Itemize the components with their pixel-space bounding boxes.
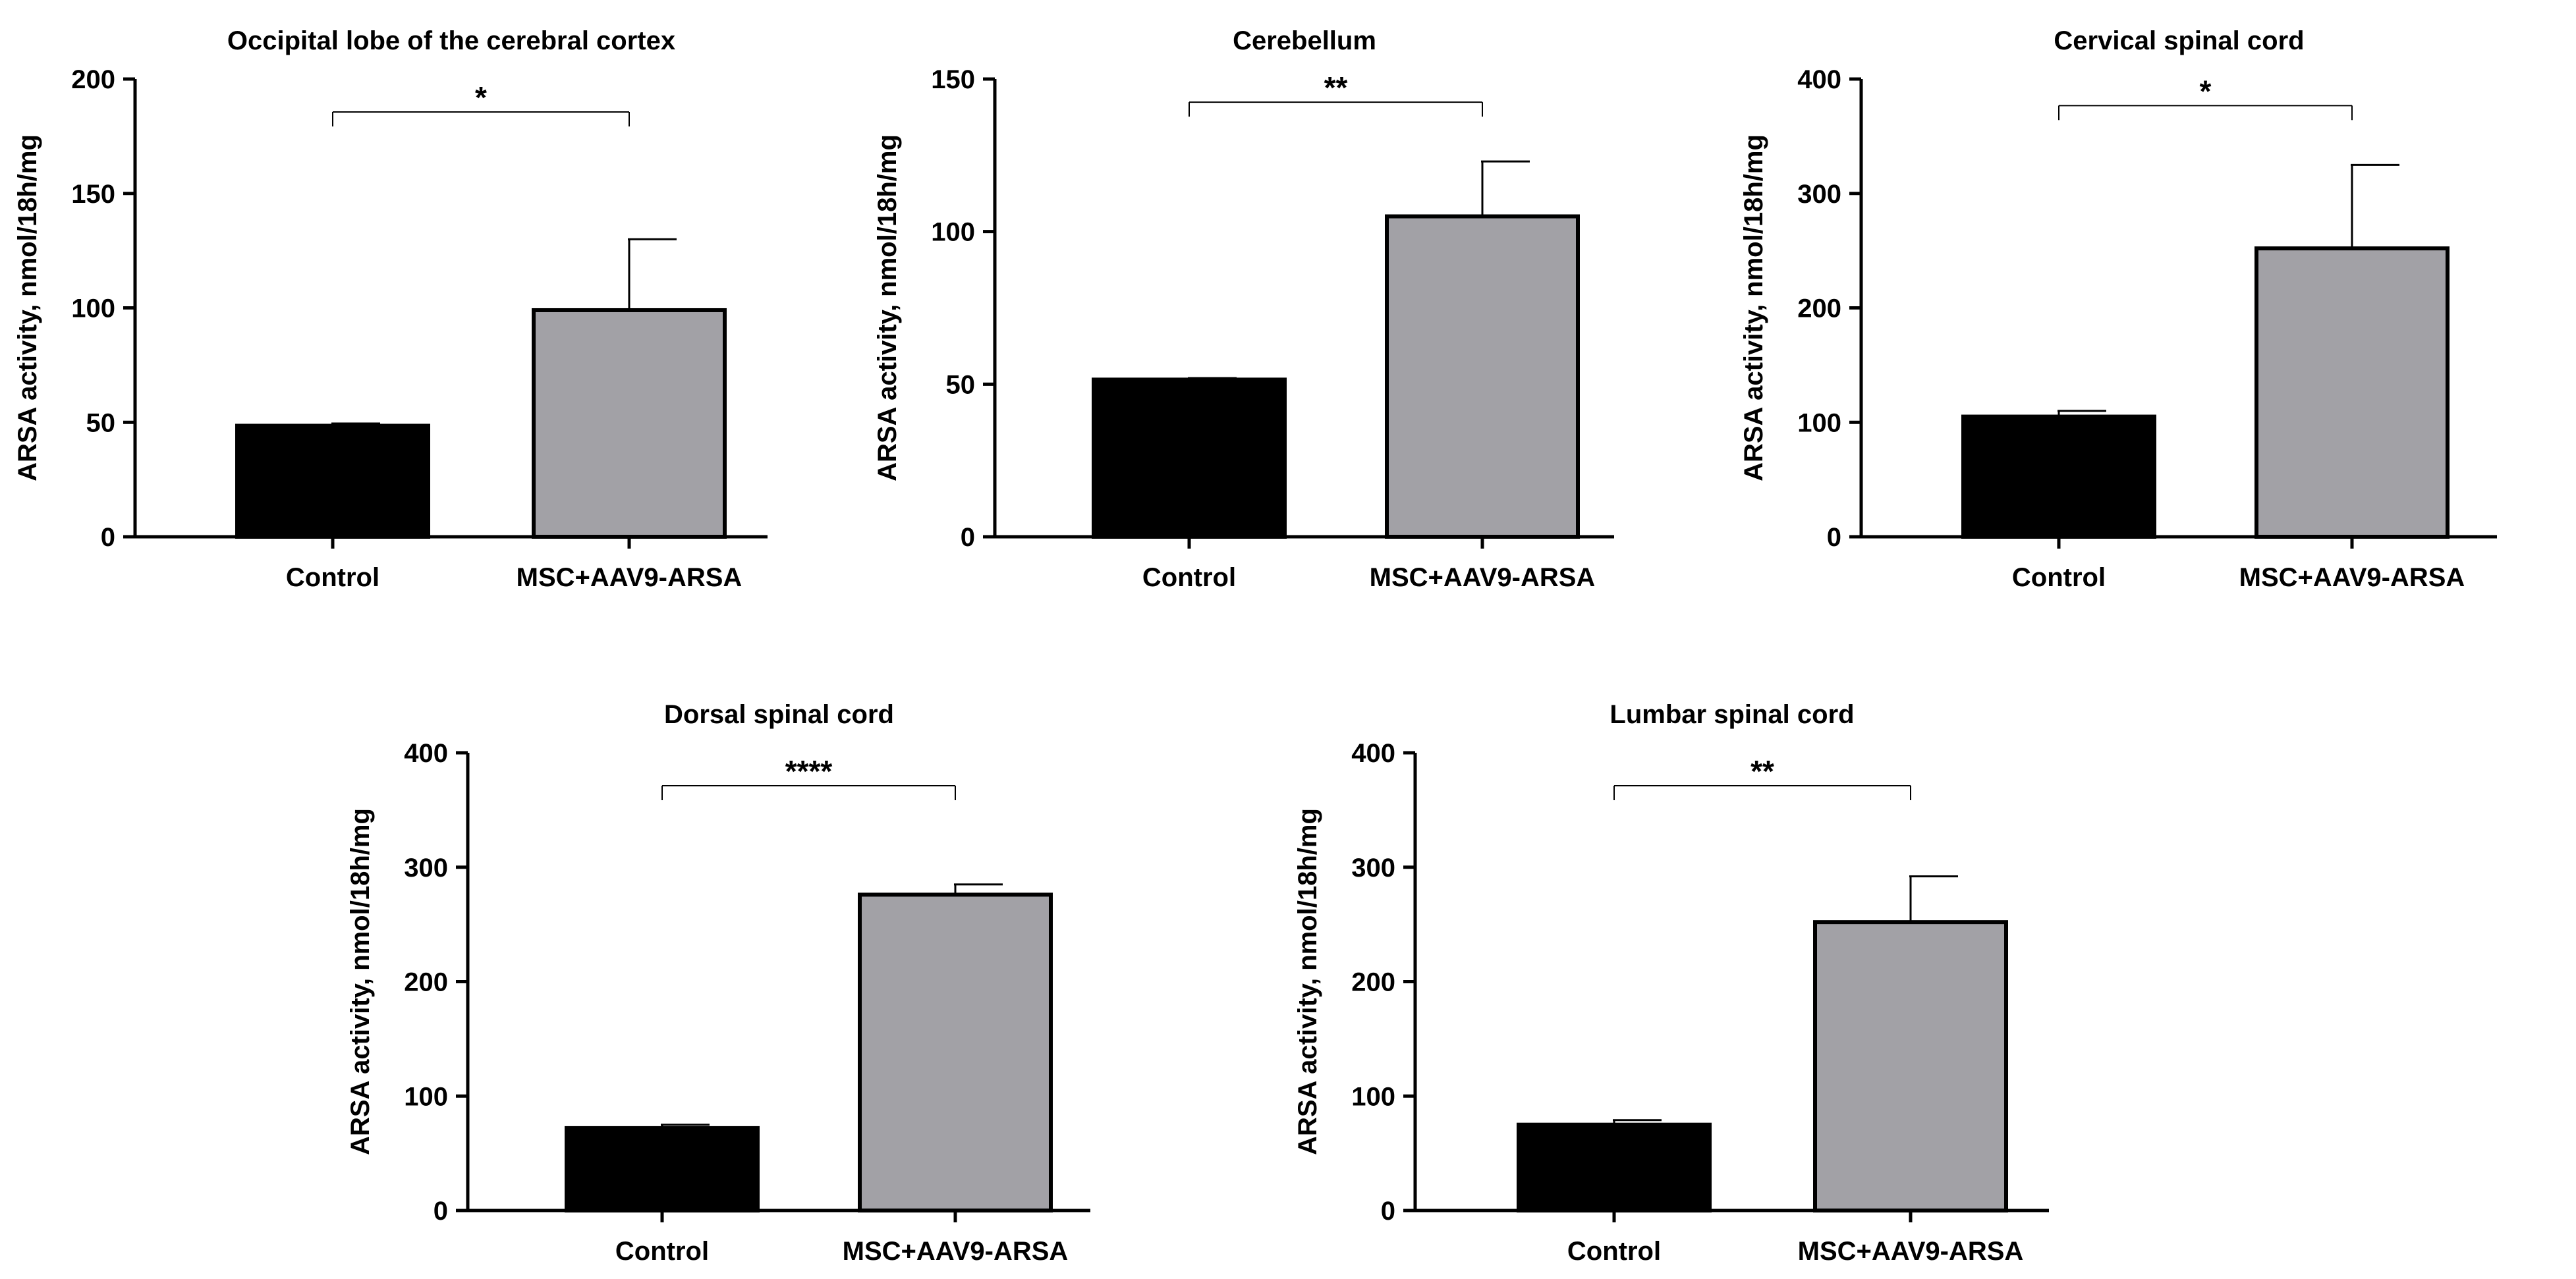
y-tick-label: 400 [1797, 65, 1841, 94]
x-tick-label: Control [1567, 1237, 1661, 1266]
y-axis-label: ARSA activity, nmol/18h/mg [346, 808, 375, 1155]
y-tick-label: 200 [71, 65, 115, 94]
x-tick-label: Control [1142, 563, 1236, 592]
bar-control [235, 423, 430, 539]
y-tick-label: 150 [71, 180, 115, 209]
bar-control [1517, 1122, 1712, 1212]
y-axis-label: ARSA activity, nmol/18h/mg [13, 134, 42, 481]
x-tick-label: MSC+AAV9-ARSA [517, 563, 742, 592]
y-tick-label: 0 [1827, 523, 1841, 552]
y-tick-label: 100 [71, 294, 115, 323]
y-tick-label: 150 [931, 65, 975, 94]
y-tick-label: 200 [1797, 294, 1841, 323]
chart-panel-1: Occipital lobe of the cerebral cortex ARS… [13, 26, 768, 592]
y-tick-label: 100 [931, 218, 975, 247]
y-tick-label: 50 [86, 408, 116, 437]
bar-control [565, 1126, 760, 1213]
y-tick-label: 50 [946, 370, 976, 399]
y-tick-label: 0 [1381, 1197, 1395, 1226]
chart-title: Lumbar spinal cord [1610, 700, 1854, 729]
bar-treated [2254, 246, 2450, 539]
y-tick-label: 400 [1351, 739, 1395, 768]
significance-label: * [475, 80, 487, 115]
significance-label: **** [785, 754, 833, 788]
y-tick-label: 300 [404, 854, 448, 883]
x-tick-label: Control [286, 563, 379, 592]
y-tick-label: 400 [404, 739, 448, 768]
chart-title: Cervical spinal cord [2054, 26, 2304, 55]
y-tick-label: 100 [404, 1082, 448, 1111]
y-tick-label: 100 [1797, 408, 1841, 437]
chart-title: Cerebellum [1233, 26, 1376, 55]
y-axis-label: ARSA activity, nmol/18h/mg [873, 134, 902, 481]
chart-panel-5: Lumbar spinal cord ARSA activity, nmol/18… [1293, 700, 2049, 1266]
bar-treated [858, 892, 1053, 1212]
x-tick-label: MSC+AAV9-ARSA [1370, 563, 1596, 592]
chart-panel-4: Dorsal spinal cord ARSA activity, nmol/18… [346, 700, 1090, 1266]
x-tick-label: Control [615, 1237, 709, 1266]
y-tick-label: 100 [1351, 1082, 1395, 1111]
chart-title: Dorsal spinal cord [664, 700, 894, 729]
y-axis-label: ARSA activity, nmol/18h/mg [1739, 134, 1768, 481]
x-tick-label: MSC+AAV9-ARSA [843, 1237, 1069, 1266]
bar-treated [532, 308, 727, 539]
bar-control [1092, 377, 1287, 539]
y-tick-label: 200 [404, 968, 448, 997]
significance-label: ** [1750, 754, 1774, 788]
y-tick-label: 200 [1351, 968, 1395, 997]
x-tick-label: MSC+AAV9-ARSA [1798, 1237, 2024, 1266]
bar-treated [1385, 214, 1580, 539]
y-tick-label: 300 [1351, 854, 1395, 883]
x-tick-label: MSC+AAV9-ARSA [2239, 563, 2465, 592]
x-tick-label: Control [2012, 563, 2106, 592]
significance-label: ** [1324, 70, 1348, 105]
y-tick-label: 0 [961, 523, 975, 552]
chart-panel-2: Cerebellum ARSA activity, nmol/18h/mg 0 50 1… [873, 26, 1614, 592]
chart-title: Occipital lobe of the cerebral cortex [227, 26, 675, 55]
bar-control [1961, 414, 2156, 539]
chart-panel-3: Cervical spinal cord ARSA activity, nmol/… [1739, 26, 2497, 592]
significance-label: * [2200, 74, 2212, 108]
y-tick-label: 0 [101, 523, 115, 552]
y-tick-label: 300 [1797, 180, 1841, 209]
y-axis-label: ARSA activity, nmol/18h/mg [1293, 808, 1322, 1155]
y-tick-label: 0 [434, 1197, 448, 1226]
bar-treated [1813, 920, 2008, 1213]
